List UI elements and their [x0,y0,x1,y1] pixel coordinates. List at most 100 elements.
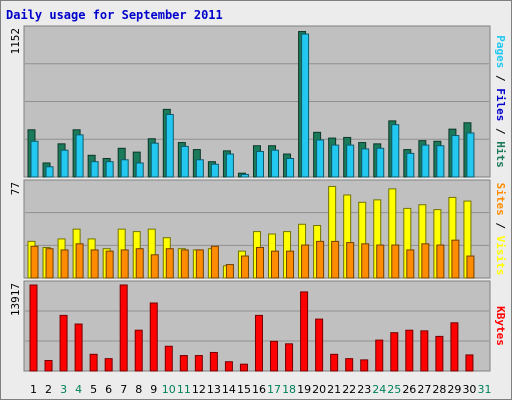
day-label-11: 11 [177,383,191,396]
series-axis-label: Sites / Visits [494,183,507,276]
bar-sites-30 [466,255,475,279]
bar-files-19 [301,33,310,178]
bar-sites-3 [60,249,69,279]
bar-files-29 [451,135,460,178]
day-label-2: 2 [45,383,52,396]
bar-sites-4 [75,243,84,279]
bar-sites-23 [361,243,370,279]
bar-kbytes-19 [300,291,309,372]
day-label-27: 27 [417,383,431,396]
day-label-12: 12 [192,383,206,396]
bar-sites-7 [120,249,129,279]
bar-kbytes-24 [375,339,384,372]
day-label-5: 5 [90,383,97,396]
bar-kbytes-3 [59,314,68,372]
bar-sites-2 [45,248,54,279]
axis-label-part: Pages [494,35,507,68]
day-label-1: 1 [30,383,37,396]
bar-sites-20 [316,240,325,279]
bar-sites-21 [331,240,340,279]
bar-files-8 [135,162,144,178]
day-label-13: 13 [207,383,221,396]
bar-kbytes-28 [435,335,444,372]
day-label-26: 26 [402,383,416,396]
bar-kbytes-21 [330,353,339,372]
bar-kbytes-18 [285,343,294,372]
bar-files-22 [346,144,355,178]
axis-label-part: / [494,121,507,141]
bar-files-12 [195,159,204,178]
axis-label-part: Sites [494,183,507,216]
bar-sites-15 [240,255,249,279]
axis-label-part: / [494,68,507,88]
day-label-19: 19 [297,383,311,396]
bar-kbytes-11 [179,355,188,372]
day-label-24: 24 [372,383,386,396]
bar-sites-19 [301,244,310,279]
day-label-6: 6 [105,383,112,396]
bar-files-9 [150,142,159,178]
bar-sites-12 [195,249,204,279]
series-axis-label: Pages / Files / Hits [494,35,507,168]
axis-label-part: / [494,216,507,236]
bar-files-16 [255,150,264,178]
day-label-14: 14 [222,383,236,396]
bar-sites-26 [406,249,415,279]
axis-label-part: Visits [494,236,507,276]
bar-files-20 [316,139,325,178]
bar-kbytes-13 [209,351,218,372]
bar-sites-28 [436,244,445,279]
day-label-31: 31 [477,383,491,396]
bar-sites-25 [391,244,400,279]
bar-sites-11 [180,249,189,279]
bar-files-7 [120,159,129,178]
bar-kbytes-30 [465,354,474,372]
bar-kbytes-29 [450,322,459,372]
bar-files-13 [210,163,219,178]
axis-max-label: 1152 [9,28,22,55]
bar-sites-22 [346,242,355,279]
bar-sites-1 [30,245,39,279]
bar-files-2 [45,166,54,178]
day-label-28: 28 [432,383,446,396]
day-label-3: 3 [60,383,67,396]
bar-kbytes-5 [89,353,98,372]
bar-kbytes-6 [104,358,113,372]
day-label-7: 7 [120,383,127,396]
bar-files-15 [240,173,249,178]
page-title: Daily usage for September 2011 [6,8,223,22]
axis-label-part: KBytes [494,306,507,346]
bar-sites-9 [150,254,159,279]
bar-kbytes-12 [194,355,203,372]
bar-files-5 [90,161,99,178]
bar-files-6 [105,161,114,178]
bar-sites-13 [210,245,219,279]
day-label-29: 29 [447,383,461,396]
bar-sites-16 [255,246,264,279]
day-label-21: 21 [327,383,341,396]
bar-files-30 [466,132,475,178]
bar-files-21 [331,144,340,178]
bar-files-24 [376,147,385,178]
bar-kbytes-26 [405,329,414,372]
bar-files-17 [271,149,280,178]
day-label-30: 30 [462,383,476,396]
day-label-17: 17 [267,383,281,396]
bar-files-18 [286,157,295,178]
bar-files-11 [180,145,189,178]
bar-kbytes-22 [345,358,354,372]
bar-files-10 [165,113,174,178]
bar-kbytes-25 [390,332,399,372]
bar-kbytes-15 [239,363,248,372]
day-label-15: 15 [237,383,251,396]
bar-kbytes-8 [134,329,143,372]
day-label-18: 18 [282,383,296,396]
day-label-8: 8 [135,383,142,396]
day-label-16: 16 [252,383,266,396]
bar-files-26 [406,152,415,178]
series-axis-label: KBytes [494,306,507,346]
bar-sites-5 [90,249,99,279]
bar-sites-10 [165,248,174,279]
bar-sites-24 [376,244,385,279]
